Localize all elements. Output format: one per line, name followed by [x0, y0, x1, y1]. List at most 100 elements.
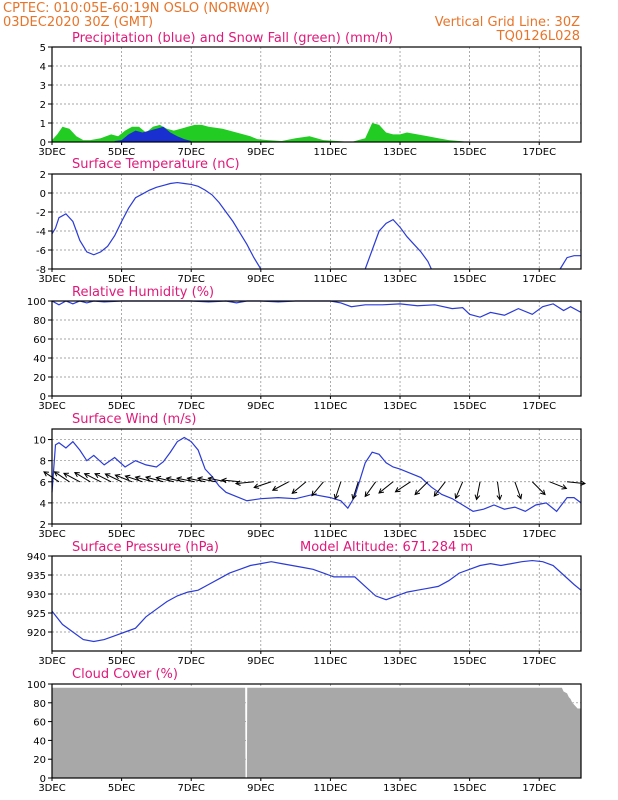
wind-arrow-head — [540, 489, 546, 496]
x-tick-label: 15DEC — [453, 401, 487, 412]
y-tick-label: 930 — [27, 590, 46, 601]
wind-arrow-head — [220, 477, 227, 484]
x-tick-label: 5DEC — [108, 401, 135, 412]
x-tick-label: 9DEC — [247, 656, 274, 667]
x-tick-label: 3DEC — [38, 147, 65, 158]
x-tick-label: 13DEC — [383, 529, 417, 540]
wind-arrow — [395, 481, 411, 493]
y-tick-label: 925 — [27, 609, 46, 620]
wind-arrow — [364, 481, 377, 497]
series-line — [51, 559, 582, 643]
wind-arrow — [311, 481, 324, 496]
wind-arrow — [549, 481, 567, 489]
x-tick-label: 5DEC — [108, 783, 135, 794]
wind-arrow — [187, 477, 206, 483]
y-tick-label: 100 — [27, 297, 46, 308]
wind-arrow-head — [165, 476, 172, 482]
wind-arrow — [235, 481, 254, 485]
x-tick-label: 7DEC — [178, 783, 205, 794]
wind-arrow — [63, 472, 81, 483]
panel-frame — [51, 300, 582, 397]
wind-arrow-head — [253, 483, 260, 489]
wind-arrow-head — [53, 471, 60, 477]
series-line — [51, 300, 582, 318]
wind-arrow-head — [73, 471, 80, 478]
y-tick-label: -4 — [36, 227, 46, 238]
y-tick-label: 2 — [40, 100, 46, 111]
wind-arrow — [567, 481, 586, 485]
wind-arrow-head — [155, 475, 162, 482]
wind-arrow-head — [311, 490, 317, 497]
wind-arrow-head — [580, 480, 587, 486]
y-tick-label: 0 — [40, 138, 46, 149]
x-tick-label: 7DEC — [178, 274, 205, 285]
wind-arrow-head — [378, 488, 385, 494]
x-tick-label: 9DEC — [247, 147, 274, 158]
series-line — [364, 218, 432, 270]
y-tick-label: 2 — [40, 520, 46, 531]
x-tick-label: 7DEC — [178, 529, 205, 540]
header-date: 03DEC2020 30Z (GMT) — [3, 15, 153, 30]
panel-title-precipitation: Precipitation (blue) and Snow Fall (gree… — [72, 31, 393, 46]
header-location: CPTEC: 010:05E-60:19N OSLO (NORWAY) — [3, 1, 270, 16]
x-tick-label: 15DEC — [453, 147, 487, 158]
wind-arrow — [74, 472, 91, 483]
y-tick-label: 40 — [33, 736, 46, 747]
panel-title-temperature: Surface Temperature (nC) — [72, 157, 240, 172]
x-tick-label: 7DEC — [178, 147, 205, 158]
wind-arrow-head — [207, 476, 214, 482]
x-tick-label: 7DEC — [178, 401, 205, 412]
x-tick-label: 13DEC — [383, 783, 417, 794]
wind-arrow — [531, 481, 546, 495]
x-tick-label: 9DEC — [247, 401, 274, 412]
wind-arrow — [455, 481, 464, 499]
wind-arrow-head — [176, 476, 182, 482]
wind-arrow-head — [333, 493, 340, 500]
x-tick-label: 9DEC — [247, 529, 274, 540]
y-tick-label: 4 — [40, 62, 46, 73]
wind-arrow — [221, 479, 240, 483]
wind-arrow-head — [196, 476, 203, 482]
x-tick-label: 15DEC — [453, 656, 487, 667]
wind-arrow — [254, 481, 272, 488]
wind-arrow — [197, 477, 216, 483]
x-tick-label: 13DEC — [383, 147, 417, 158]
wind-arrow-head — [114, 474, 121, 480]
y-tick-label: 80 — [33, 699, 46, 710]
y-tick-label: -2 — [36, 208, 46, 219]
x-tick-label: 15DEC — [453, 529, 487, 540]
panel-subtitle-altitude: Model Altitude: 671.284 m — [300, 540, 473, 555]
wind-arrow-head — [394, 487, 401, 493]
wind-arrow — [433, 481, 446, 497]
series-line — [559, 255, 581, 270]
wind-arrow — [156, 477, 174, 483]
y-tick-label: 0 — [40, 392, 46, 403]
wind-arrow — [94, 473, 112, 483]
wind-arrow — [476, 481, 481, 500]
x-tick-label: 5DEC — [108, 656, 135, 667]
wind-arrow-head — [144, 475, 151, 481]
header-model-id: TQ0126L028 — [496, 29, 580, 44]
wind-arrow-head — [271, 485, 278, 491]
x-tick-label: 11DEC — [314, 529, 348, 540]
y-tick-label: 0 — [40, 774, 46, 785]
wind-arrow-head — [124, 474, 131, 481]
wind-arrow — [414, 481, 429, 495]
wind-arrow — [105, 473, 122, 483]
wind-arrow-head — [186, 476, 193, 482]
panel-frame — [51, 683, 582, 779]
wind-arrow-head — [94, 473, 101, 479]
wind-arrow-head — [104, 473, 111, 479]
y-tick-label: 1 — [40, 119, 46, 130]
wind-arrow-head — [496, 494, 503, 501]
wind-arrow-head — [474, 494, 481, 501]
x-tick-label: 17DEC — [522, 656, 556, 667]
plot-layer: 0 1 2 3 4 5 3DEC 5DEC 7DEC 9DEC 11DEC 13DEC 15DEC 17D… — [27, 43, 587, 794]
x-tick-label: 9DEC — [247, 274, 274, 285]
wind-arrow — [291, 481, 307, 494]
x-tick-label: 5DEC — [108, 529, 135, 540]
x-tick-label: 17DEC — [522, 529, 556, 540]
header-grid-line: Vertical Grid Line: 30Z — [435, 15, 580, 30]
wind-arrow — [496, 481, 501, 500]
x-tick-label: 11DEC — [314, 147, 348, 158]
